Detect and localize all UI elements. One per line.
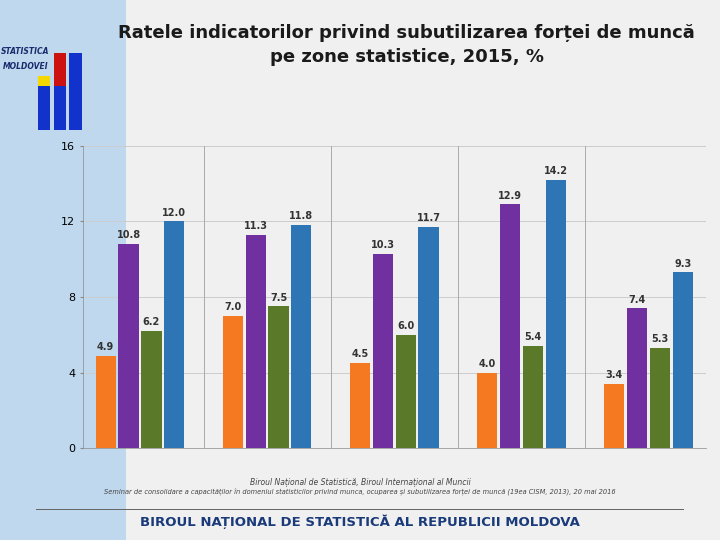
Text: 11.3: 11.3 xyxy=(243,221,268,231)
Text: 7.5: 7.5 xyxy=(270,293,287,302)
Bar xyxy=(395,335,415,448)
Text: 5.4: 5.4 xyxy=(524,332,541,342)
Bar xyxy=(546,180,566,448)
Bar xyxy=(38,86,50,130)
Text: 4.5: 4.5 xyxy=(351,349,369,360)
Bar xyxy=(649,348,670,448)
Text: 14.2: 14.2 xyxy=(544,166,567,176)
Bar xyxy=(477,373,497,448)
Text: 11.7: 11.7 xyxy=(416,213,441,223)
Bar xyxy=(222,316,243,448)
Bar xyxy=(672,272,693,448)
Text: 6.2: 6.2 xyxy=(143,317,160,327)
Text: MOLDOVEI: MOLDOVEI xyxy=(2,62,48,71)
Text: Biroul Național de Statistică, Biroul Internațional al Muncii: Biroul Național de Statistică, Biroul In… xyxy=(250,478,470,487)
Bar xyxy=(418,227,438,448)
Bar xyxy=(500,204,520,448)
Text: 3.4: 3.4 xyxy=(606,370,623,380)
Bar xyxy=(164,221,184,448)
Bar xyxy=(269,306,289,448)
Bar xyxy=(604,384,624,448)
Text: BIROUL NAȚIONAL DE STATISTICĂ AL REPUBLICII MOLDOVA: BIROUL NAȚIONAL DE STATISTICĂ AL REPUBLI… xyxy=(140,514,580,529)
Bar xyxy=(54,53,66,130)
Bar xyxy=(523,346,543,448)
Bar xyxy=(246,234,266,448)
Bar xyxy=(69,53,81,130)
Bar xyxy=(119,244,139,448)
Bar xyxy=(38,76,50,130)
Text: 7.0: 7.0 xyxy=(224,302,241,312)
Text: Ratele indicatorilor privind subutilizarea forței de muncă
pe zone statistice, 2: Ratele indicatorilor privind subutilizar… xyxy=(118,24,696,66)
Text: 4.9: 4.9 xyxy=(97,342,114,352)
Text: 6.0: 6.0 xyxy=(397,321,414,331)
Bar xyxy=(292,225,312,448)
Text: STATISTICA: STATISTICA xyxy=(1,47,50,56)
Text: 9.3: 9.3 xyxy=(674,259,691,268)
Bar xyxy=(141,331,161,448)
Bar xyxy=(96,355,116,448)
Text: 10.8: 10.8 xyxy=(117,230,140,240)
Text: 5.3: 5.3 xyxy=(651,334,668,345)
Bar xyxy=(54,86,66,130)
Text: 12.9: 12.9 xyxy=(498,191,522,200)
Bar xyxy=(350,363,370,448)
Text: Seminar de consolidare a capacităților în domeniul statisticilor privind munca, : Seminar de consolidare a capacităților î… xyxy=(104,489,616,496)
Text: 12.0: 12.0 xyxy=(162,207,186,218)
Text: 11.8: 11.8 xyxy=(289,211,313,221)
Bar xyxy=(627,308,647,448)
Text: 4.0: 4.0 xyxy=(478,359,495,369)
Bar xyxy=(373,253,393,448)
Text: 7.4: 7.4 xyxy=(629,294,646,305)
Text: 10.3: 10.3 xyxy=(371,240,395,249)
